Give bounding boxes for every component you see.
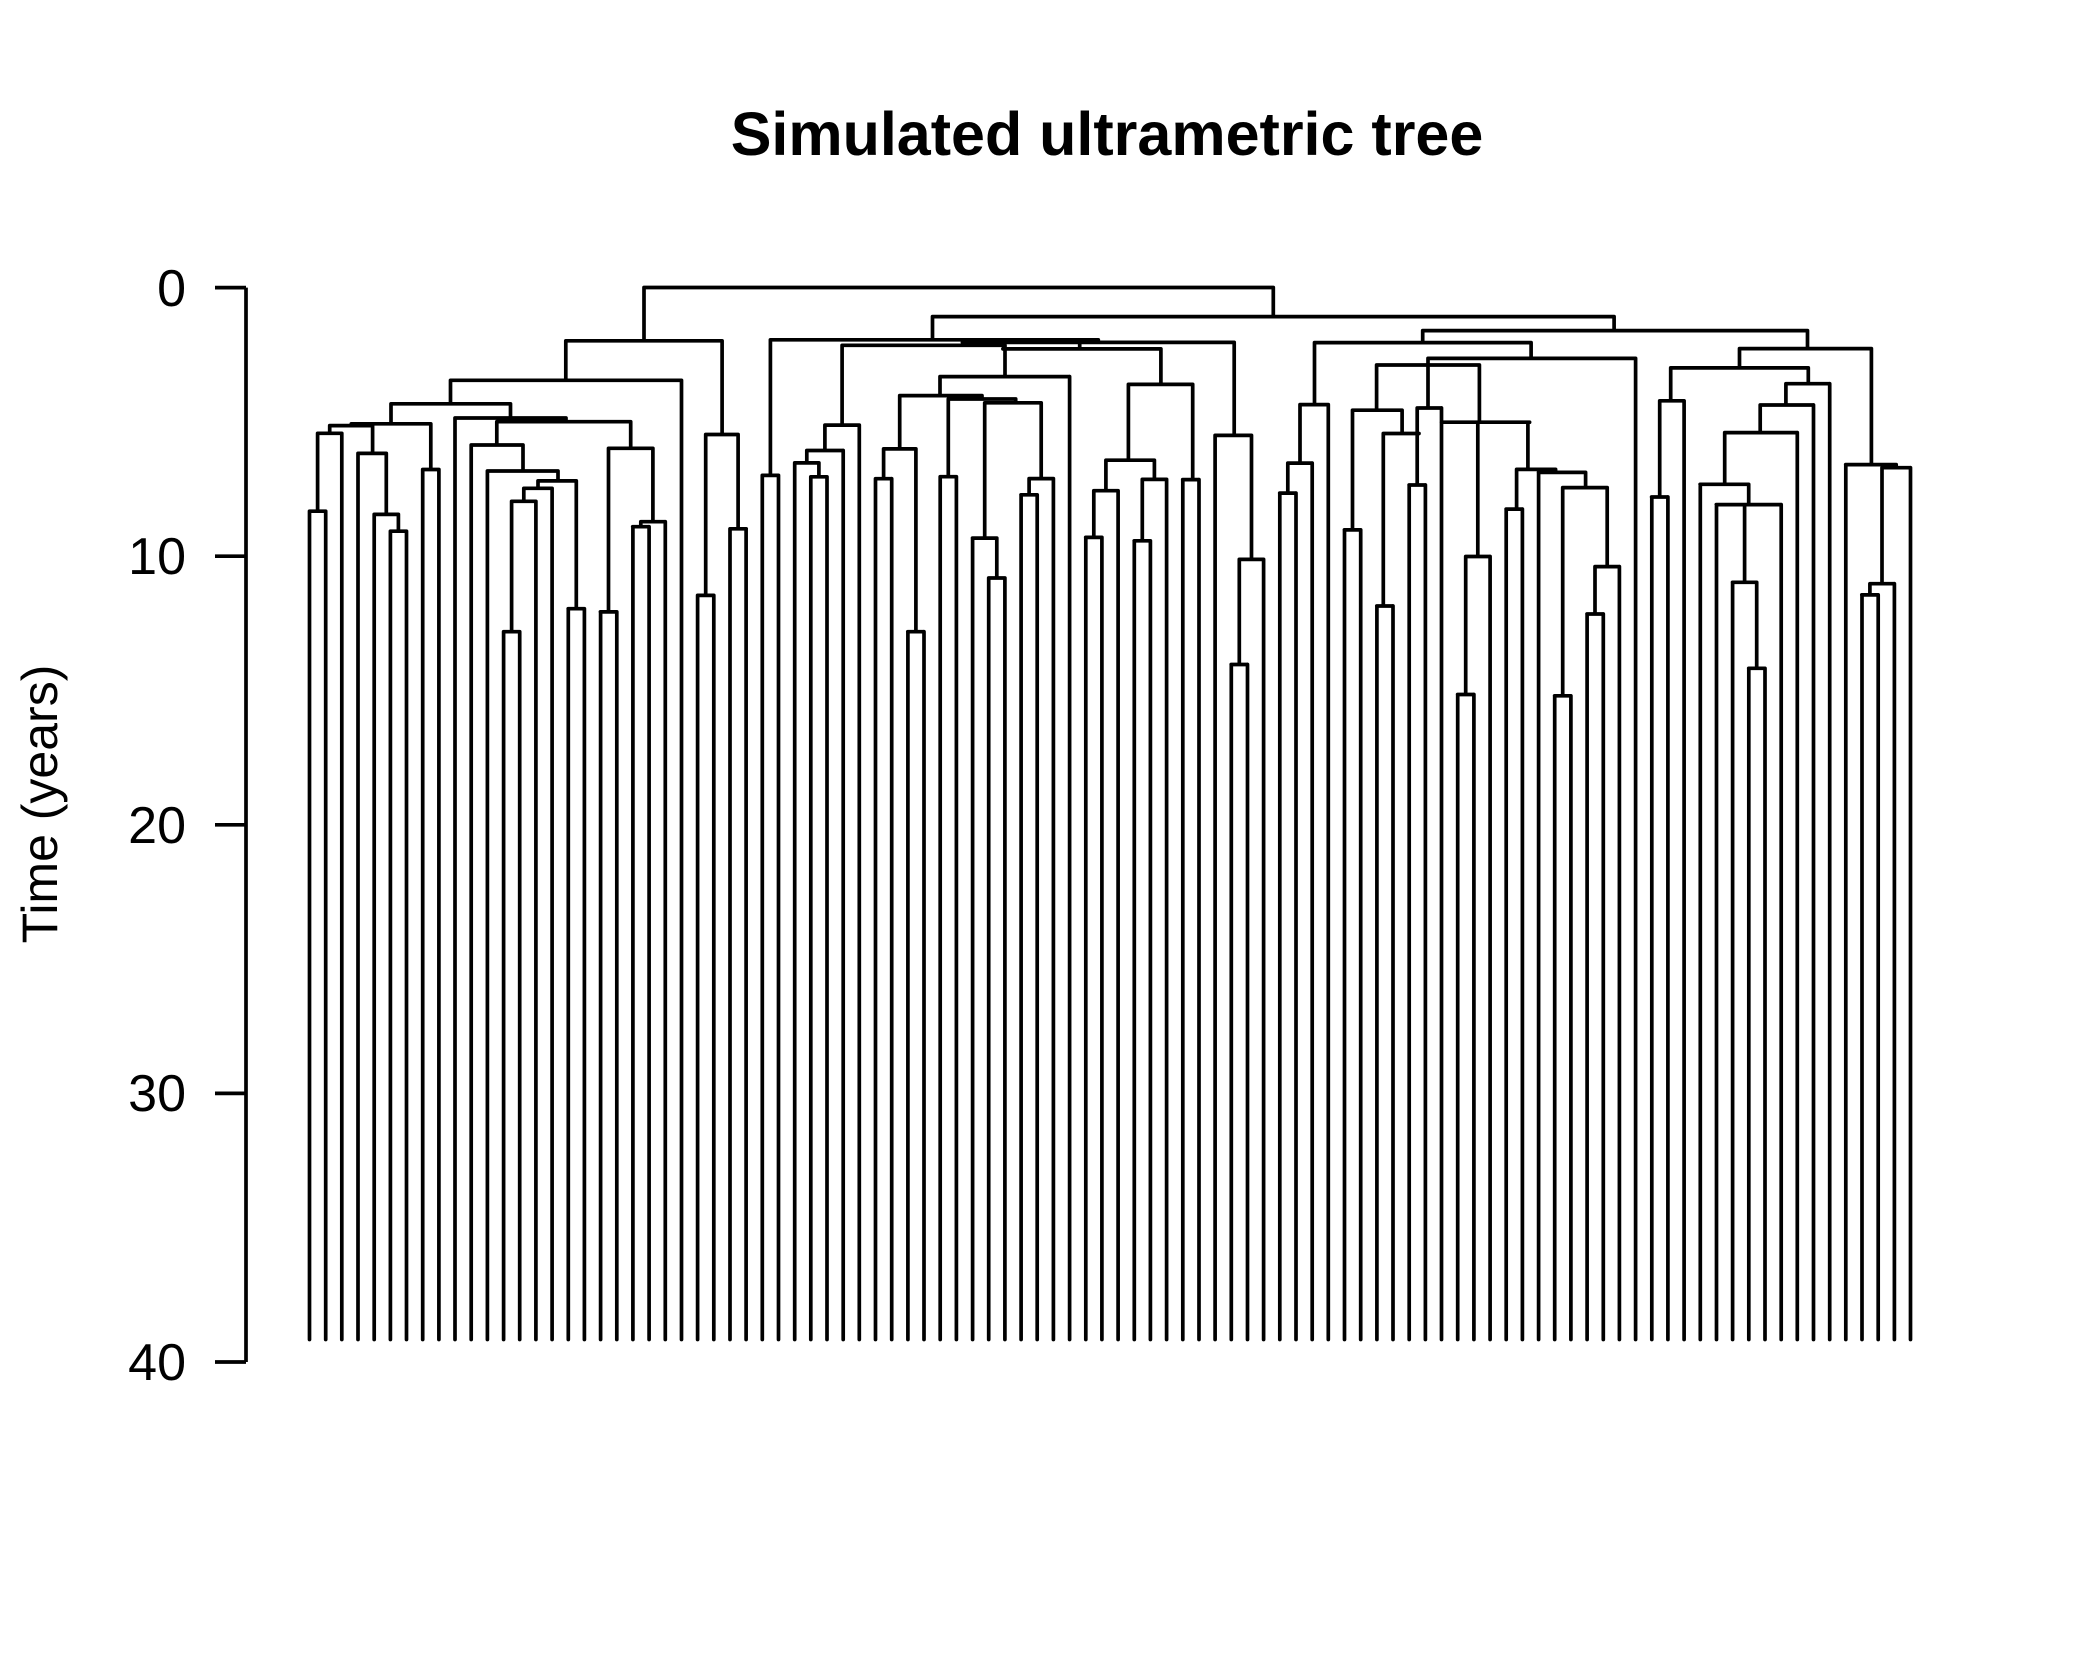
svg-text:10: 10 <box>128 528 186 586</box>
svg-text:20: 20 <box>128 797 186 855</box>
svg-text:0: 0 <box>157 260 186 318</box>
svg-text:Simulated ultrametric tree: Simulated ultrametric tree <box>731 100 1484 168</box>
svg-text:40: 40 <box>128 1334 186 1392</box>
svg-text:Time (years): Time (years) <box>12 665 68 944</box>
svg-text:30: 30 <box>128 1065 186 1123</box>
